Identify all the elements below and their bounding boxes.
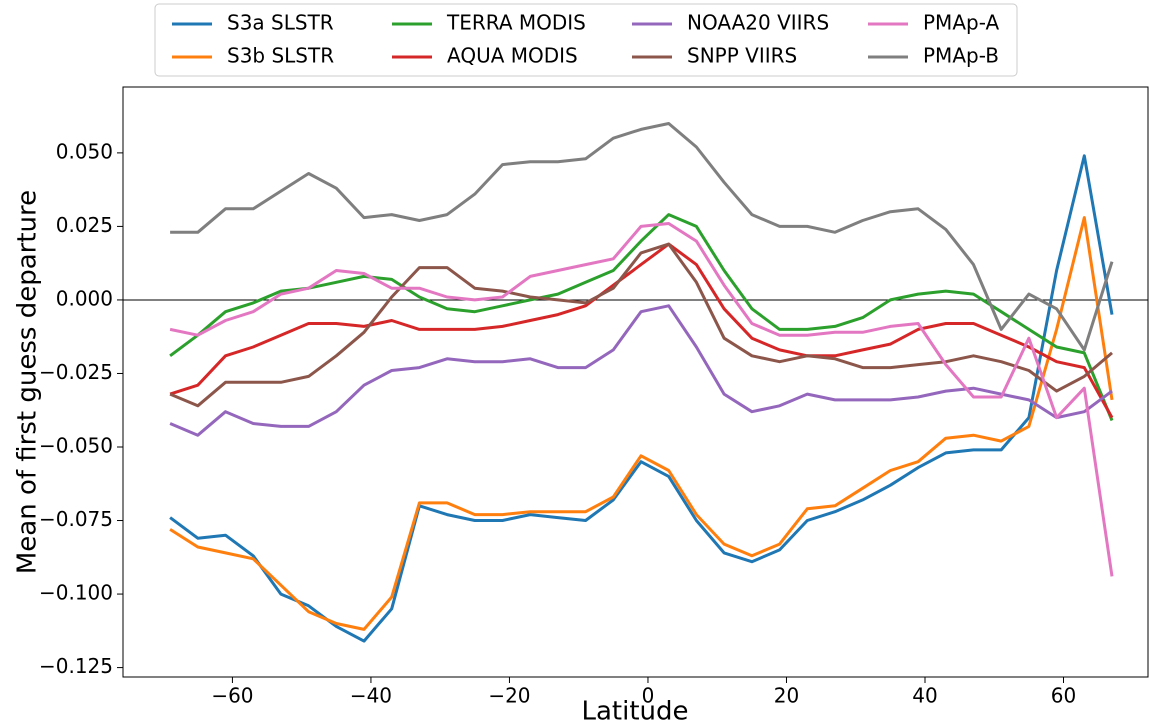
series-line — [169, 304, 1113, 437]
y-axis-label: Mean of first guess departure — [13, 190, 43, 574]
y-tick-label: 0.050 — [56, 139, 113, 163]
y-tick-label: 0.000 — [56, 286, 113, 310]
y-tick-label: −0.075 — [39, 507, 113, 531]
legend-label: S3a SLSTR — [227, 11, 334, 35]
legend-label: S3b SLSTR — [227, 44, 334, 68]
series-line — [169, 242, 1113, 408]
plot-frame — [122, 86, 1149, 678]
x-tick-label: −40 — [350, 684, 392, 708]
series-line — [169, 216, 1114, 631]
legend-box — [154, 3, 1018, 77]
x-axis-label: Latitude — [581, 697, 688, 727]
legend-label: PMAp-B — [923, 44, 999, 68]
x-tick-label: 40 — [912, 684, 937, 708]
x-tick-label: −60 — [211, 684, 253, 708]
y-tick-label: −0.100 — [39, 581, 113, 605]
x-tick-label: −20 — [488, 684, 530, 708]
y-tick-label: 0.025 — [56, 213, 113, 237]
legend-label: NOAA20 VIIRS — [687, 11, 829, 35]
legend-label: AQUA MODIS — [447, 44, 578, 68]
legend-label: TERRA MODIS — [446, 11, 586, 35]
legend-label: PMAp-A — [923, 11, 999, 35]
series-line — [169, 242, 1114, 419]
series-line — [170, 122, 1114, 352]
y-tick-label: −0.050 — [39, 434, 113, 458]
series-line — [169, 213, 1114, 422]
x-tick-label: 60 — [1051, 684, 1076, 708]
legend-label: SNPP VIIRS — [687, 44, 797, 68]
x-tick-label: 0 — [642, 684, 655, 708]
x-tick-label: 20 — [774, 684, 799, 708]
y-tick-label: −0.125 — [39, 654, 113, 678]
y-tick-label: −0.025 — [39, 360, 113, 384]
series-line — [169, 222, 1114, 577]
